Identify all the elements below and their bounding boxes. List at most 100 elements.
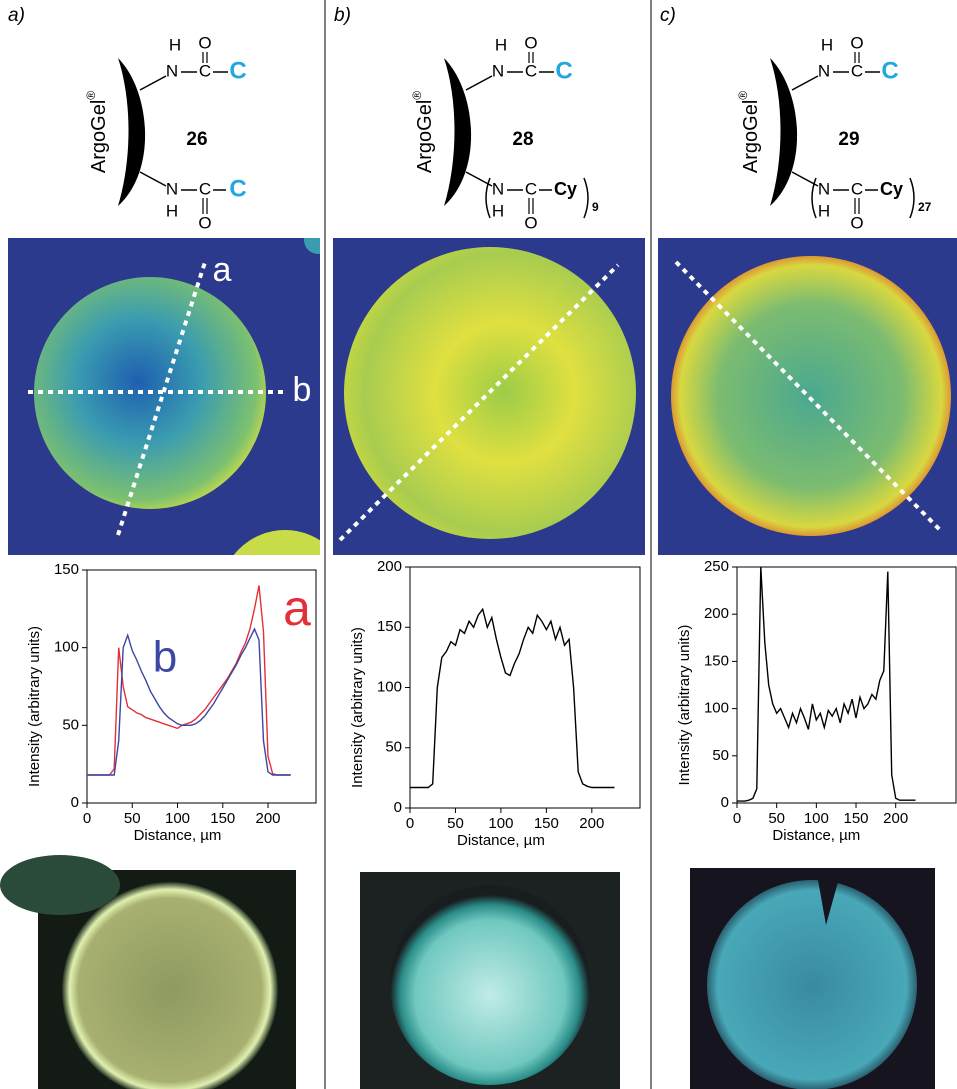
resin-bead <box>770 58 797 206</box>
label: H <box>818 201 830 220</box>
x-tick-label: 200 <box>579 815 604 832</box>
compound-number: 29 <box>838 129 859 150</box>
y-tick-label: 0 <box>721 794 729 811</box>
support-text: ArgoGel <box>414 100 436 173</box>
label: H <box>166 201 178 220</box>
x-axis-title: Distance, µm <box>772 827 860 844</box>
x-tick-label: 150 <box>210 810 235 827</box>
registered-mark: ® <box>84 91 98 100</box>
label: O <box>850 33 863 52</box>
label: O <box>524 213 537 232</box>
label: C <box>555 57 572 84</box>
support-text: ArgoGel <box>88 100 110 173</box>
y-tick-label: 200 <box>704 605 729 622</box>
x-tick-label: 0 <box>406 815 414 832</box>
label: C <box>881 57 898 84</box>
y-tick-label: 150 <box>704 652 729 669</box>
y-tick-label: 0 <box>71 794 79 811</box>
y-tick-label: 0 <box>394 799 402 816</box>
fluorescence-image <box>658 238 957 555</box>
label: N <box>818 179 830 198</box>
label: O <box>850 213 863 232</box>
label: N <box>166 61 178 80</box>
label: H <box>821 35 833 54</box>
y-tick-label: 250 <box>704 558 729 575</box>
bond <box>792 76 818 90</box>
series-line <box>410 609 615 787</box>
resin-bead <box>444 58 471 206</box>
repeat-count: 9 <box>592 200 599 214</box>
photograph <box>360 872 620 1089</box>
bond <box>140 172 166 186</box>
y-axis-title: Intensity (arbitrary units) <box>26 626 43 787</box>
y-tick-label: 100 <box>704 700 729 717</box>
bracket <box>584 178 588 218</box>
y-tick-label: 50 <box>712 747 729 764</box>
x-tick-label: 100 <box>165 810 190 827</box>
label: C <box>229 57 246 84</box>
figure: a)ArgoGel®HNCOC26NHCOCabb)ArgoGel®HNCOC2… <box>0 0 957 1089</box>
label: O <box>198 33 211 52</box>
x-tick-label: 50 <box>447 815 464 832</box>
label: H <box>495 35 507 54</box>
label: C <box>229 175 246 202</box>
panel-label: c) <box>660 5 676 26</box>
line-label: b <box>293 371 312 409</box>
photograph <box>0 855 296 1089</box>
registered-mark: ® <box>410 91 424 100</box>
panel-label: b) <box>334 5 351 26</box>
label: N <box>818 61 830 80</box>
x-tick-label: 0 <box>733 810 741 827</box>
x-tick-label: 100 <box>804 810 829 827</box>
bond <box>466 76 492 90</box>
y-tick-label: 50 <box>385 739 402 756</box>
label: C <box>851 61 863 80</box>
support-text: ArgoGel <box>740 100 762 173</box>
x-tick-label: 0 <box>83 810 91 827</box>
y-tick-label: 150 <box>54 561 79 578</box>
end-group: Cy <box>880 179 903 199</box>
y-tick-label: 200 <box>377 558 402 575</box>
plot-frame <box>410 567 640 808</box>
x-tick-label: 50 <box>768 810 785 827</box>
label: C <box>199 61 211 80</box>
label: N <box>492 179 504 198</box>
line-label: a <box>213 251 232 289</box>
x-axis-title: Distance, µm <box>457 832 545 849</box>
y-tick-label: 100 <box>54 639 79 656</box>
x-tick-label: 100 <box>488 815 513 832</box>
photograph <box>690 868 935 1089</box>
registered-mark: ® <box>736 91 750 100</box>
label: C <box>199 179 211 198</box>
label: H <box>169 35 181 54</box>
series-name: a <box>283 580 311 636</box>
compound-number: 28 <box>512 129 533 150</box>
x-tick-label: 150 <box>844 810 869 827</box>
series-line <box>87 629 291 775</box>
compound-number: 26 <box>186 129 207 150</box>
end-group: Cy <box>554 179 577 199</box>
label: C <box>851 179 863 198</box>
y-tick-label: 50 <box>62 716 79 733</box>
label: O <box>524 33 537 52</box>
label: N <box>492 61 504 80</box>
support-name: ArgoGel® <box>84 91 110 173</box>
repeat-count: 27 <box>918 200 932 214</box>
series-name: b <box>153 633 177 682</box>
series-line <box>737 567 916 801</box>
label: N <box>166 179 178 198</box>
plot-frame <box>737 567 956 803</box>
x-tick-label: 200 <box>883 810 908 827</box>
y-axis-title: Intensity (arbitrary units) <box>349 627 366 788</box>
y-axis-title: Intensity (arbitrary units) <box>676 625 693 786</box>
support-name: ArgoGel® <box>410 91 436 173</box>
y-tick-label: 150 <box>377 618 402 635</box>
resin-bead <box>118 58 145 206</box>
bond <box>140 76 166 90</box>
fluorescence-image <box>333 238 645 555</box>
x-axis-title: Distance, µm <box>134 827 222 844</box>
bracket <box>910 178 914 218</box>
x-tick-label: 50 <box>124 810 141 827</box>
support-name: ArgoGel® <box>736 91 762 173</box>
y-tick-label: 100 <box>377 678 402 695</box>
